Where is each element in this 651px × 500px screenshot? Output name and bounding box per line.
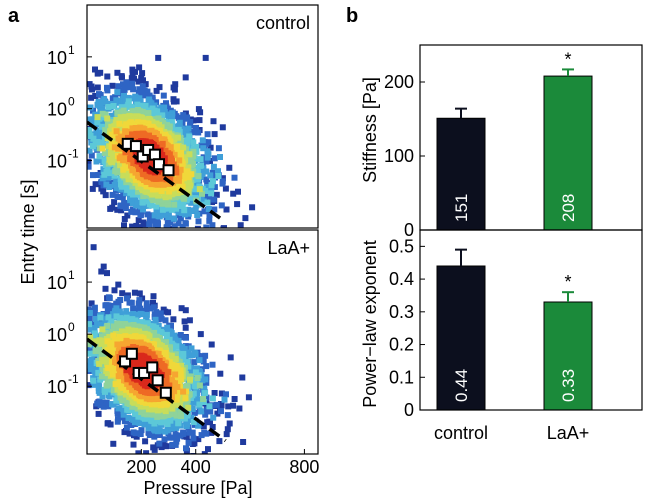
y-tick-label: 0.1 — [389, 367, 414, 387]
binned-mean-marker — [119, 355, 132, 368]
fit-line — [87, 337, 227, 443]
y-tick-label: 0.5 — [389, 236, 414, 256]
y-tick-exponent: -1 — [68, 372, 79, 386]
binned-mean-marker — [159, 386, 172, 399]
y-tick-label: 10 — [47, 377, 67, 397]
subplot-label: control — [256, 13, 310, 33]
y-tick-label: 10 — [47, 325, 67, 345]
significance-star: * — [564, 49, 571, 69]
category-label: control — [434, 423, 488, 443]
significance-star: * — [564, 272, 571, 292]
y-tick-label: 0.4 — [389, 269, 414, 289]
y-tick-label: 10 — [47, 273, 67, 293]
binned-mean-marker — [153, 158, 166, 171]
panel-label-a: a — [8, 5, 20, 27]
x-axis-label-a: Pressure [Pa] — [143, 478, 252, 498]
plot-frame — [419, 229, 643, 411]
y-axis-label-a: Entry time [s] — [18, 179, 38, 284]
y-tick-exponent: -1 — [68, 147, 79, 161]
fit-line — [87, 120, 227, 224]
y-tick-exponent: 0 — [68, 95, 75, 109]
x-tick-labels-b: control LaA+ — [434, 423, 589, 443]
x-tick-label: 200 — [126, 457, 156, 477]
bar-subplot-stiffness: 151 208 * 0 100 200 — [384, 44, 643, 240]
x-tick-label: 800 — [289, 457, 319, 477]
y-axis-label-powerlaw: Power−law exponent — [360, 240, 380, 408]
x-tick-labels-a: 200 400 800 — [126, 449, 319, 477]
bar-control — [436, 265, 486, 411]
y-tick-label: 10 — [47, 48, 67, 68]
binned-mean-marker — [125, 347, 138, 360]
y-tick-label: 0 — [404, 220, 414, 240]
bar-control — [436, 117, 486, 231]
y-tick-label: 10 — [47, 100, 67, 120]
binned-mean-marker — [151, 374, 164, 387]
scatter-points — [87, 54, 256, 228]
bar-LaA+ — [543, 301, 593, 411]
y-tick-exponent: 0 — [68, 320, 75, 334]
panel-label-b: b — [346, 5, 358, 27]
category-label: LaA+ — [547, 423, 590, 443]
bar-value-label: 208 — [559, 194, 578, 222]
bar-value-label: 151 — [452, 194, 471, 222]
plot-frame — [86, 229, 319, 455]
y-tick-label: 0.2 — [389, 335, 414, 355]
plot-frame — [86, 4, 319, 229]
scatter-points — [87, 244, 252, 454]
binned-mean-marker — [146, 361, 159, 374]
x-tick-label: 400 — [181, 457, 211, 477]
y-axis-label-stiffness: Stiffness [Pa] — [360, 77, 380, 183]
y-tick-label: 100 — [384, 146, 414, 166]
bar-value-label: 0.44 — [452, 369, 471, 402]
y-tick-label: 10 — [47, 152, 67, 172]
y-tick-exponent: 1 — [68, 268, 75, 282]
subplot-label: LaA+ — [267, 238, 310, 258]
y-tick-label: 0.3 — [389, 302, 414, 322]
y-tick-label: 0 — [404, 400, 414, 420]
y-tick-label: 200 — [384, 72, 414, 92]
bar-subplot-powerlaw: 0.44 0.33 * 0 0.1 0.2 0.3 0.4 0.5 — [389, 229, 643, 420]
y-tick-exponent: 1 — [68, 43, 75, 57]
binned-mean-marker — [148, 148, 161, 161]
binned-mean-marker — [162, 164, 175, 177]
binned-mean-marker — [129, 140, 142, 153]
bar-value-label: 0.33 — [559, 369, 578, 402]
